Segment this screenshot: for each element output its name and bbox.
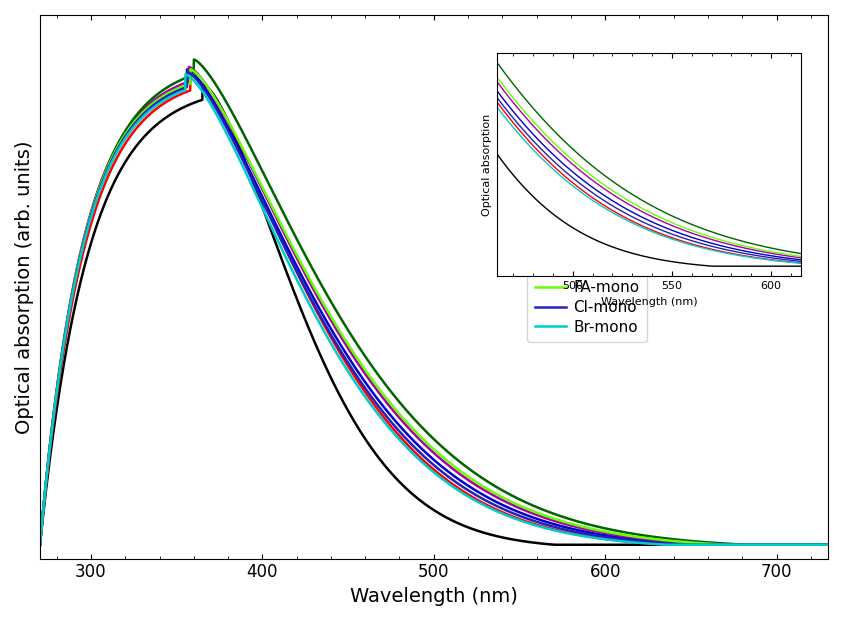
Line: Br-mono: Br-mono bbox=[40, 75, 828, 549]
FACl-e bbox=[182, 66, 192, 73]
FACl-a bbox=[823, 541, 833, 548]
FABr-e bbox=[185, 71, 196, 78]
FABr-a bbox=[823, 541, 833, 548]
FACl-e bbox=[371, 394, 381, 401]
pure bbox=[722, 541, 733, 548]
FA-mono bbox=[808, 541, 818, 548]
FACl-a bbox=[125, 121, 135, 129]
FACl-e bbox=[337, 343, 347, 351]
FACl-a bbox=[371, 368, 381, 376]
FACl-e bbox=[171, 85, 181, 93]
pure bbox=[823, 541, 833, 548]
Br-mono bbox=[808, 541, 818, 548]
Br-mono bbox=[337, 358, 347, 366]
Cl-mono bbox=[337, 350, 347, 357]
Line: FABr-a: FABr-a bbox=[40, 67, 828, 549]
FA-mono bbox=[823, 541, 833, 548]
Line: FACl-e: FACl-e bbox=[40, 70, 828, 549]
FACl-a bbox=[35, 545, 45, 553]
FA-mono bbox=[722, 541, 733, 548]
pure bbox=[171, 107, 181, 115]
FABr-a bbox=[337, 335, 347, 343]
FABr-e bbox=[371, 404, 381, 411]
FABr-a bbox=[125, 122, 135, 130]
FA-mono bbox=[171, 85, 181, 93]
X-axis label: Wavelength (nm): Wavelength (nm) bbox=[350, 587, 518, 606]
FABr-e bbox=[337, 353, 347, 360]
Cl-mono bbox=[35, 545, 45, 553]
FACl-e bbox=[125, 124, 135, 132]
FABr-e bbox=[823, 541, 833, 548]
Cl-mono bbox=[722, 541, 733, 548]
Line: FABr-e: FABr-e bbox=[40, 75, 828, 549]
FABr-e bbox=[35, 545, 45, 553]
FABr-a bbox=[808, 541, 818, 548]
Cl-mono bbox=[808, 541, 818, 548]
FACl-e bbox=[722, 541, 733, 548]
FACl-a bbox=[808, 541, 818, 548]
Cl-mono bbox=[125, 127, 135, 134]
FABr-a bbox=[371, 386, 381, 393]
FABr-e bbox=[125, 134, 135, 141]
FACl-a bbox=[171, 78, 181, 86]
FA-mono bbox=[125, 124, 135, 132]
Line: pure: pure bbox=[40, 84, 828, 549]
Br-mono bbox=[171, 90, 181, 97]
X-axis label: Wavelength (nm): Wavelength (nm) bbox=[601, 297, 697, 307]
Line: Cl-mono: Cl-mono bbox=[40, 72, 828, 549]
pure bbox=[197, 81, 207, 88]
FA-mono bbox=[337, 332, 347, 339]
Y-axis label: Optical absorption (arb. units): Optical absorption (arb. units) bbox=[15, 140, 34, 433]
FA-mono bbox=[35, 545, 45, 553]
FABr-a bbox=[184, 63, 194, 71]
Y-axis label: Optical absorption: Optical absorption bbox=[482, 114, 491, 215]
Br-mono bbox=[180, 71, 191, 78]
FABr-a bbox=[722, 541, 733, 548]
Cl-mono bbox=[823, 541, 833, 548]
pure bbox=[125, 152, 135, 159]
Br-mono bbox=[35, 545, 45, 553]
FA-mono bbox=[185, 66, 196, 73]
Br-mono bbox=[125, 129, 135, 136]
Line: FACl-a: FACl-a bbox=[40, 60, 828, 549]
FACl-a bbox=[189, 56, 199, 63]
FABr-e bbox=[808, 541, 818, 548]
Br-mono bbox=[722, 541, 733, 548]
pure bbox=[35, 545, 45, 553]
Br-mono bbox=[371, 408, 381, 415]
FACl-e bbox=[823, 541, 833, 548]
FACl-e bbox=[808, 541, 818, 548]
FABr-e bbox=[722, 541, 733, 548]
pure bbox=[371, 451, 381, 458]
FACl-e bbox=[35, 545, 45, 553]
pure bbox=[337, 396, 347, 404]
Cl-mono bbox=[171, 88, 181, 95]
FABr-a bbox=[171, 83, 181, 91]
Line: FA-mono: FA-mono bbox=[40, 70, 828, 549]
Cl-mono bbox=[371, 400, 381, 407]
FA-mono bbox=[371, 381, 381, 389]
FACl-a bbox=[337, 317, 347, 324]
FABr-a bbox=[35, 545, 45, 553]
Legend: pure, FABr-e, FACl-e, FABr-a, FACl-a, FA-mono, Cl-mono, Br-mono: pure, FABr-e, FACl-e, FABr-a, FACl-a, FA… bbox=[528, 175, 647, 342]
FABr-e bbox=[171, 93, 181, 100]
FACl-a bbox=[722, 540, 733, 548]
pure bbox=[808, 541, 818, 548]
Cl-mono bbox=[182, 68, 192, 76]
Br-mono bbox=[823, 541, 833, 548]
